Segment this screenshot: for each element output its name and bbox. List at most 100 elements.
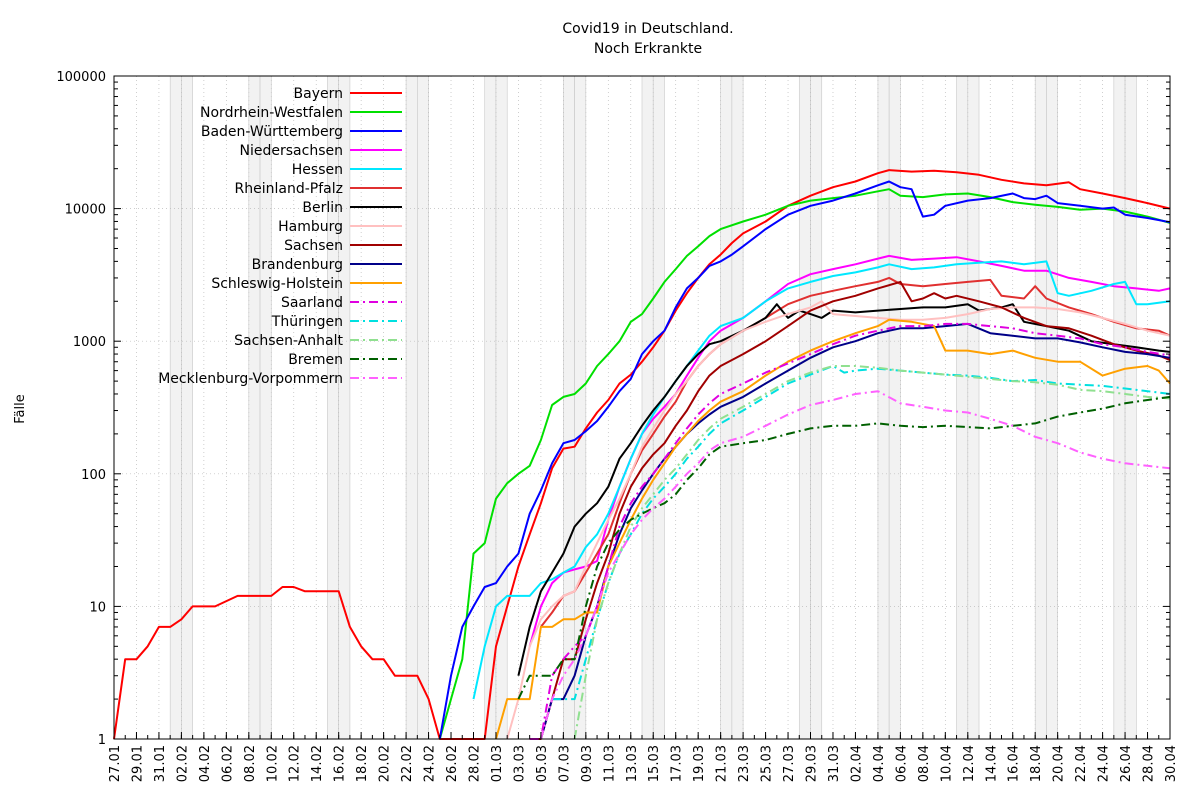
legend-label: Hessen <box>292 162 343 178</box>
legend: Bayern Nordrhein-Westfalen Baden-Württembe… <box>158 86 402 387</box>
y-tick-label: 10000 <box>65 203 106 218</box>
x-tick-label: 12.04 <box>962 745 977 782</box>
legend-label: Thüringen <box>271 314 343 330</box>
data-lines <box>113 169 1171 740</box>
series-line <box>573 365 1171 740</box>
x-tick-label: 18.02 <box>355 745 370 782</box>
series-line <box>472 260 1171 700</box>
x-tick-label: 07.03 <box>557 745 572 782</box>
x-tick-label: 20.04 <box>1052 745 1067 782</box>
legend-label: Bayern <box>294 86 343 102</box>
x-tick-label: 28.04 <box>1142 745 1157 782</box>
chart-subtitle: Noch Erkrankte <box>594 41 702 57</box>
x-tick-label: 10.02 <box>265 745 280 782</box>
x-tick-label: 15.03 <box>647 745 662 782</box>
weekend-band <box>181 75 193 740</box>
weekend-band <box>877 75 890 740</box>
series-line <box>495 318 1171 740</box>
weekend-band <box>1034 75 1047 740</box>
x-tick-label: 26.02 <box>445 745 460 782</box>
x-tick-label: 11.03 <box>602 745 617 782</box>
legend-label: Mecklenburg-Vorpommern <box>158 371 343 387</box>
x-axis: 27.01 29.01 31.01 02.02 04.02 06.02 08.02 10.02… <box>108 732 1179 782</box>
weekend-band <box>563 75 575 740</box>
legend-label: Hamburg <box>278 219 343 235</box>
y-axis: 1 10 100 1000 10000 100000 <box>56 70 1170 748</box>
weekend-band <box>417 75 429 740</box>
y-axis-label: Fälle <box>13 394 28 423</box>
x-tick-label: 25.03 <box>760 745 775 782</box>
weekend-band <box>720 75 733 740</box>
x-tick-label: 16.04 <box>1007 745 1022 782</box>
x-tick-label: 04.04 <box>872 745 887 782</box>
x-tick-label: 09.03 <box>580 745 595 782</box>
x-tick-label: 22.02 <box>400 745 415 782</box>
x-tick-label: 08.02 <box>243 745 258 782</box>
weekend-band <box>259 75 272 740</box>
x-tick-label: 20.02 <box>378 745 393 782</box>
weekend-band <box>641 75 654 740</box>
series-line <box>539 390 1171 740</box>
x-tick-label: 19.03 <box>692 745 707 782</box>
x-tick-label: 12.02 <box>288 745 303 782</box>
x-tick-label: 02.02 <box>175 745 190 782</box>
legend-label: Brandenburg <box>252 257 343 273</box>
x-tick-label: 10.04 <box>939 745 954 782</box>
weekend-band <box>1124 75 1137 740</box>
legend-label: Schleswig-Holstein <box>211 276 343 292</box>
weekend-band <box>169 75 182 740</box>
weekend-band <box>248 75 261 740</box>
y-tick-label: 1000 <box>73 335 106 350</box>
series-line <box>529 280 1171 740</box>
y-tick-label: 100000 <box>56 70 106 85</box>
series-line <box>517 303 1171 676</box>
weekend-band <box>810 75 823 740</box>
x-tick-label: 28.02 <box>467 745 482 782</box>
series-line <box>517 395 1171 700</box>
x-tick-label: 31.03 <box>827 745 842 782</box>
x-tick-label: 31.01 <box>153 745 168 782</box>
x-tick-label: 22.04 <box>1074 745 1089 782</box>
x-tick-label: 27.01 <box>108 745 123 782</box>
x-tick-label: 16.02 <box>333 745 348 782</box>
x-tick-label: 29.01 <box>130 745 145 782</box>
weekend-band <box>1113 75 1126 740</box>
x-tick-label: 14.02 <box>310 745 325 782</box>
y-tick-label: 10 <box>89 600 106 615</box>
series-line <box>113 169 1171 740</box>
x-tick-label: 02.04 <box>849 745 864 782</box>
weekend-band <box>405 75 418 740</box>
x-tick-label: 01.03 <box>490 745 505 782</box>
legend-label: Nordrhein-Westfalen <box>200 105 343 121</box>
x-tick-label: 17.03 <box>670 745 685 782</box>
weekend-band <box>888 75 901 740</box>
x-tick-label: 04.02 <box>198 745 213 782</box>
y-tick-label: 100 <box>81 468 106 483</box>
legend-label: Berlin <box>302 200 343 216</box>
y-tick-label: 1 <box>98 733 106 748</box>
legend-label: Niedersachsen <box>240 143 343 159</box>
x-tick-label: 24.02 <box>423 745 438 782</box>
legend-label: Sachsen-Anhalt <box>234 333 343 349</box>
series-line <box>438 180 1171 740</box>
x-tick-label: 23.03 <box>737 745 752 782</box>
x-tick-label: 27.03 <box>782 745 797 782</box>
x-tick-label: 03.03 <box>512 745 527 782</box>
legend-label: Bremen <box>288 352 343 368</box>
chart-title: Covid19 in Deutschland. <box>562 21 733 37</box>
legend-label: Sachsen <box>284 238 343 254</box>
x-tick-label: 06.04 <box>894 745 909 782</box>
x-tick-label: 05.03 <box>535 745 550 782</box>
x-tick-label: 24.04 <box>1097 745 1112 782</box>
weekend-band <box>1046 75 1058 740</box>
series-line <box>438 188 1171 740</box>
x-tick-label: 30.04 <box>1164 745 1179 782</box>
x-tick-label: 08.04 <box>917 745 932 782</box>
weekend-band <box>956 75 969 740</box>
x-tick-label: 18.04 <box>1029 745 1044 782</box>
x-tick-label: 13.03 <box>625 745 640 782</box>
series-line <box>540 276 1171 628</box>
x-tick-label: 26.04 <box>1119 745 1134 782</box>
